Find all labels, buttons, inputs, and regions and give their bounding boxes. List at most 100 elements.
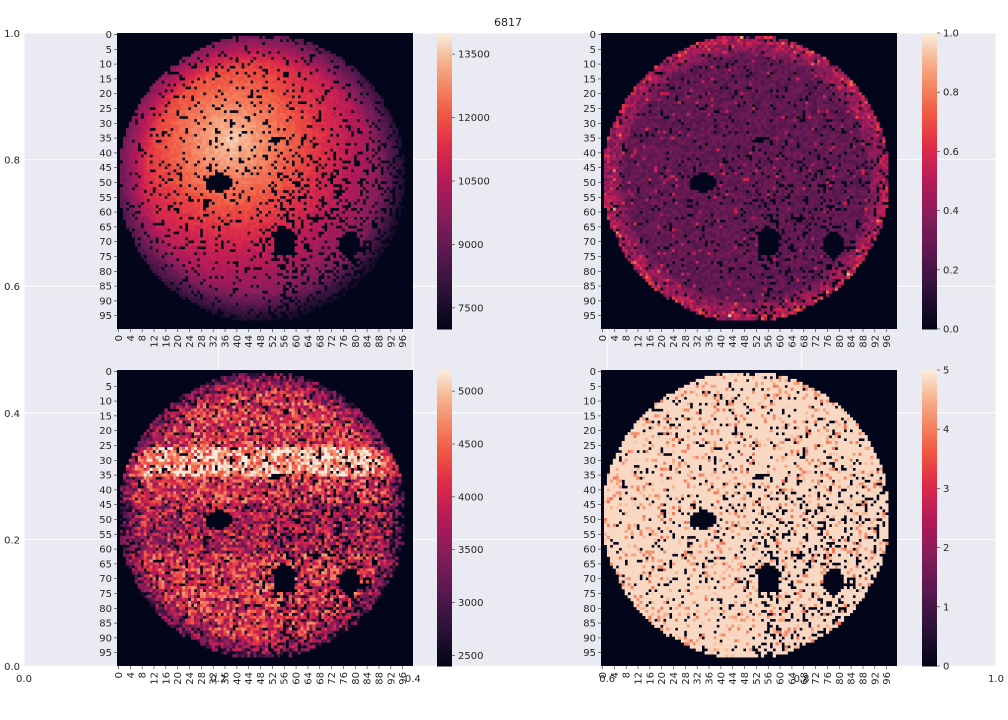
heatmap-cell — [341, 216, 346, 220]
heatmap-cell — [244, 213, 248, 217]
heatmap-cell — [294, 222, 298, 226]
heatmap-cell — [312, 207, 316, 211]
heatmap-cell — [339, 77, 343, 81]
heatmap-cell — [365, 225, 369, 229]
heatmap-cell — [250, 44, 254, 49]
heatmap-cell — [386, 175, 390, 179]
heatmap-cell — [205, 255, 210, 259]
heatmap-cell — [256, 198, 260, 203]
heatmap-cell — [368, 252, 372, 256]
heatmap-cell — [362, 183, 366, 188]
heatmap-cell — [247, 136, 251, 140]
heatmap-cell — [208, 50, 213, 55]
heatmap-cell — [356, 213, 361, 217]
heatmap-cell — [199, 154, 204, 158]
heatmap-cell — [173, 118, 177, 123]
heatmap-cell — [356, 136, 361, 140]
heatmap-cell — [356, 145, 361, 149]
heatmap-cell — [282, 222, 287, 226]
heatmap-cell — [164, 243, 168, 247]
heatmap-cell — [321, 89, 325, 93]
heatmap-cell — [371, 195, 375, 200]
heatmap-cell — [309, 121, 313, 126]
heatmap-cell — [250, 192, 254, 197]
heatmap-cell — [259, 92, 263, 96]
heatmap-cell — [294, 240, 298, 244]
heatmap-cell — [158, 154, 162, 158]
heatmap-cell — [253, 83, 257, 87]
heatmap-cell — [211, 53, 216, 58]
heatmap-cell — [371, 228, 375, 232]
heatmap-cell — [365, 130, 369, 134]
heatmap-cell — [161, 228, 165, 232]
heatmap-cell — [232, 219, 236, 223]
heatmap-cell — [368, 189, 372, 194]
heatmap-cell — [253, 163, 257, 167]
heatmap-cell — [167, 112, 171, 117]
heatmap-cell — [318, 249, 322, 253]
heatmap-cell — [312, 74, 316, 78]
heatmap-cell — [161, 169, 165, 173]
heatmap-cell — [185, 219, 189, 223]
heatmap-cell — [161, 195, 165, 200]
heatmap-cell — [122, 216, 127, 220]
heatmap-cell — [193, 175, 198, 179]
heatmap-cell — [327, 234, 331, 238]
heatmap-cell — [205, 142, 210, 146]
heatmap-cell — [309, 74, 313, 78]
heatmap-cell — [188, 139, 192, 143]
heatmap-cell — [238, 71, 242, 75]
heatmap-cell — [250, 83, 254, 87]
heatmap-cell — [273, 124, 278, 129]
heatmap-cell — [321, 50, 325, 55]
heatmap-cell — [199, 178, 204, 182]
heatmap-cell — [312, 172, 316, 176]
heatmap-cell — [270, 157, 275, 161]
heatmap-cell — [324, 98, 328, 102]
heatmap-cell — [398, 145, 402, 149]
heatmap-cell — [182, 107, 186, 111]
heatmap-cell — [140, 213, 144, 217]
heatmap-cell — [176, 77, 180, 81]
heatmap-cell — [315, 77, 319, 81]
heatmap-cell — [315, 56, 319, 60]
heatmap-cell — [185, 68, 189, 72]
heatmap-cell — [176, 204, 180, 208]
heatmap-cell — [232, 169, 236, 173]
heatmap-cell — [205, 240, 210, 244]
heatmap-cell — [238, 80, 242, 84]
heatmap-cell — [386, 207, 390, 211]
heatmap-cell — [270, 216, 275, 220]
heatmap-cell — [285, 169, 290, 173]
heatmap-cell — [235, 186, 239, 191]
heatmap-cell — [309, 95, 313, 99]
heatmap-cell — [259, 145, 263, 149]
heatmap-cell — [214, 231, 218, 235]
heatmap-cell — [128, 207, 133, 211]
heatmap-cell — [140, 183, 144, 188]
heatmap-cell — [294, 112, 298, 117]
heatmap-cell — [211, 219, 216, 223]
heatmap-cell — [196, 157, 201, 161]
heatmap-cell — [238, 121, 242, 126]
heatmap-cell — [312, 234, 316, 238]
heatmap-cell — [241, 142, 245, 146]
heatmap-cell — [137, 181, 142, 185]
heatmap-cell — [250, 181, 254, 185]
heatmap-cell — [211, 172, 216, 176]
heatmap-cell — [327, 166, 331, 170]
heatmap-cell — [170, 133, 174, 137]
heatmap-cell — [368, 118, 372, 123]
heatmap-cell — [241, 68, 245, 72]
heatmap-cell — [276, 148, 281, 152]
heatmap-cell — [383, 151, 387, 155]
heatmap-cell — [265, 231, 269, 235]
heatmap-cell — [253, 157, 257, 161]
heatmap-cell — [265, 219, 269, 223]
heatmap-cell — [398, 157, 402, 161]
heatmap-cell — [193, 169, 198, 173]
heatmap-cell — [389, 237, 393, 241]
heatmap-cell — [270, 243, 275, 247]
heatmap-cell — [306, 175, 310, 179]
heatmap-cell — [374, 163, 378, 167]
